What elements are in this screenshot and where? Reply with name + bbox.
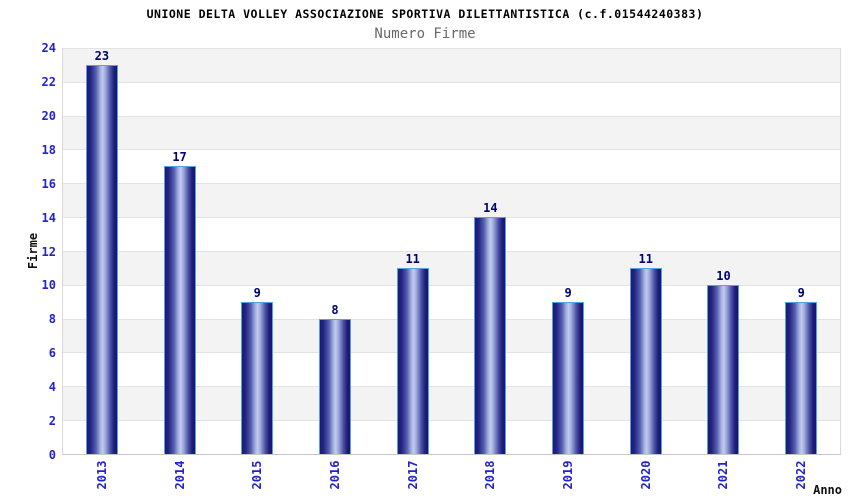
bar-value-label: 14: [483, 201, 498, 216]
bar-2021: [707, 284, 740, 454]
bar-slot: 8 2016: [296, 48, 374, 489]
y-tick-label: 12: [41, 244, 56, 259]
bar-value-label: 9: [797, 285, 805, 300]
y-tick-label: 24: [41, 41, 56, 55]
y-tick-label: 18: [41, 142, 56, 157]
bar-slot: 9 2022: [762, 48, 840, 489]
x-tick-label: 2017: [405, 460, 420, 490]
x-tick-label: 2021: [716, 460, 731, 490]
bar-2016: [318, 318, 351, 454]
y-tick-label: 6: [48, 346, 56, 361]
bar-2019: [552, 301, 585, 454]
bar-2018: [474, 217, 507, 454]
bar-2015: [241, 301, 274, 454]
bar-slot: 10 2021: [685, 48, 763, 489]
x-tick-label: 2013: [94, 460, 109, 490]
y-tick-label: 22: [41, 74, 56, 89]
x-tick-label: 2016: [327, 460, 342, 490]
bar-value-label: 10: [716, 268, 731, 283]
bar-value-label: 23: [94, 48, 110, 63]
x-tick-label: 2014: [172, 460, 187, 490]
bar-slot: 9 2019: [529, 48, 607, 489]
bar-slot: 23 2013: [63, 48, 141, 489]
x-tick-label: 2019: [561, 460, 576, 490]
bar-2020: [629, 267, 662, 454]
y-tick-label: 8: [48, 312, 56, 327]
y-tick-label: 20: [41, 108, 56, 123]
bar-value-label: 9: [253, 285, 261, 300]
y-tick-label: 2: [48, 414, 56, 429]
y-tick-label: 0: [48, 448, 56, 462]
bar-value-label: 11: [638, 251, 653, 266]
bar-2017: [396, 267, 429, 454]
grid-band: [63, 81, 840, 116]
x-tick-label: 2015: [250, 460, 265, 490]
y-tick-label: 4: [48, 380, 56, 395]
bar-slot: 11 2020: [607, 48, 685, 489]
bar-slot: 11 2017: [374, 48, 452, 489]
x-tick-label: 2020: [638, 460, 653, 490]
x-tick-label: 2018: [483, 460, 498, 490]
bars-area: 23 2013 17 2014 9 2015 8 2016 11 2017 14 2018 9 2019 1…: [63, 48, 840, 489]
bar-slot: 17 2014: [141, 48, 219, 489]
x-axis-title: Anno: [813, 483, 842, 497]
bar-2022: [785, 301, 818, 454]
grid-band: [63, 115, 840, 150]
plot-area: 23 2013 17 2014 9 2015 8 2016 11 2017 14 2018 9 2019 1…: [62, 48, 841, 489]
x-tick-label: 2022: [794, 460, 809, 490]
grid-band: [63, 48, 840, 82]
y-tick-label: 10: [41, 278, 56, 293]
bar-value-label: 17: [172, 150, 187, 165]
bar-2013: [85, 64, 118, 454]
y-tick-label: 16: [41, 176, 56, 191]
chart-title: UNIONE DELTA VOLLEY ASSOCIAZIONE SPORTIV…: [146, 7, 704, 21]
bar-value-label: 11: [405, 251, 420, 266]
bar-slot: 9 2015: [218, 48, 296, 489]
bar-value-label: 8: [331, 302, 339, 317]
y-tick-label: 14: [41, 210, 56, 225]
bar-slot: 14 2018: [452, 48, 530, 489]
chart-subtitle: Numero Firme: [374, 26, 476, 42]
bar-2014: [163, 166, 196, 454]
bar-value-label: 9: [564, 285, 572, 300]
